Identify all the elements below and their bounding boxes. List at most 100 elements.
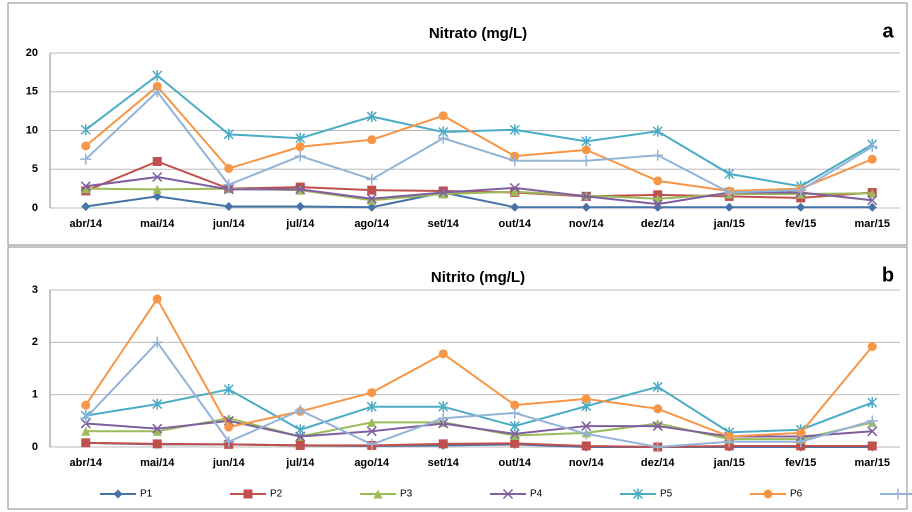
marker (223, 179, 235, 191)
x-tick-label: out/14 (499, 457, 532, 469)
marker (867, 397, 878, 409)
marker (367, 195, 377, 205)
x-tick-label: abr/14 (70, 218, 103, 230)
x-tick-label: set/14 (428, 457, 460, 469)
marker (80, 153, 92, 165)
marker (81, 184, 91, 194)
series-line (85, 160, 873, 199)
marker (866, 141, 878, 153)
marker (867, 426, 878, 437)
x-tick-label: mar/15 (855, 457, 890, 469)
marker (373, 489, 383, 499)
marker (152, 171, 163, 183)
marker (653, 176, 663, 186)
marker (581, 202, 591, 212)
legend-label: P6 (790, 489, 803, 500)
marker (510, 400, 520, 410)
marker (295, 201, 305, 211)
marker (366, 111, 377, 123)
marker (81, 201, 91, 211)
marker (367, 388, 377, 398)
marker (294, 404, 306, 416)
marker (367, 135, 377, 145)
marker (367, 202, 377, 212)
x-tick-label: mar/15 (855, 218, 890, 230)
y-tick-label: 2 (32, 336, 38, 348)
marker (152, 423, 163, 434)
marker (509, 124, 520, 136)
series-line (85, 84, 873, 192)
marker (652, 381, 663, 393)
marker (151, 336, 163, 348)
x-tick-label: set/14 (428, 218, 460, 230)
marker (580, 428, 592, 440)
marker (795, 184, 807, 196)
marker (113, 489, 123, 499)
marker (366, 193, 377, 204)
marker (437, 132, 449, 144)
marker (581, 191, 592, 202)
legend-label: P3 (400, 489, 413, 500)
marker (223, 128, 234, 140)
marker (366, 401, 377, 413)
marker (438, 401, 449, 413)
marker (867, 342, 877, 352)
x-tick-label: out/14 (499, 218, 532, 230)
marker (152, 184, 162, 194)
marker (81, 426, 91, 436)
marker (652, 199, 663, 210)
legend-label: P1 (140, 489, 153, 500)
marker (223, 383, 234, 395)
marker (81, 438, 91, 448)
marker (438, 189, 448, 199)
legend-label: P2 (270, 489, 283, 500)
marker (653, 202, 663, 212)
x-tick-label: jun/14 (212, 457, 246, 469)
panel-frame (7, 2, 908, 246)
x-tick-label: nov/14 (569, 218, 605, 230)
x-tick-label: mai/14 (140, 457, 175, 469)
y-tick-label: 20 (26, 47, 38, 59)
series-line (85, 340, 873, 449)
marker (580, 155, 592, 167)
marker (438, 111, 448, 121)
marker (867, 195, 878, 206)
panel-label: b (882, 264, 894, 286)
marker (867, 188, 877, 198)
marker (438, 439, 448, 449)
marker (295, 424, 306, 436)
series-line (85, 385, 873, 434)
marker (152, 398, 163, 410)
y-tick-label: 0 (32, 441, 38, 453)
marker (367, 417, 377, 427)
marker (510, 438, 520, 448)
marker (509, 420, 520, 432)
marker (867, 441, 877, 451)
marker (151, 86, 163, 98)
marker (295, 142, 305, 152)
x-tick-label: dez/14 (641, 218, 676, 230)
marker (224, 422, 234, 432)
legend-label: P5 (660, 489, 673, 500)
legend-label: P4 (530, 489, 543, 500)
marker (81, 141, 91, 151)
x-tick-label: abr/14 (70, 457, 103, 469)
marker (366, 173, 378, 185)
marker (796, 428, 806, 438)
series-line (85, 419, 873, 438)
y-tick-label: 10 (26, 124, 38, 136)
marker (509, 428, 520, 439)
series-line (84, 296, 874, 438)
marker (509, 182, 520, 193)
marker (581, 145, 591, 155)
marker (438, 349, 448, 359)
marker (795, 436, 807, 448)
marker (867, 154, 877, 164)
marker (763, 489, 773, 499)
series-line (85, 74, 873, 188)
panel-frame (7, 246, 908, 510)
marker (581, 135, 592, 147)
marker (653, 404, 663, 414)
x-tick-label: ago/14 (354, 218, 390, 230)
